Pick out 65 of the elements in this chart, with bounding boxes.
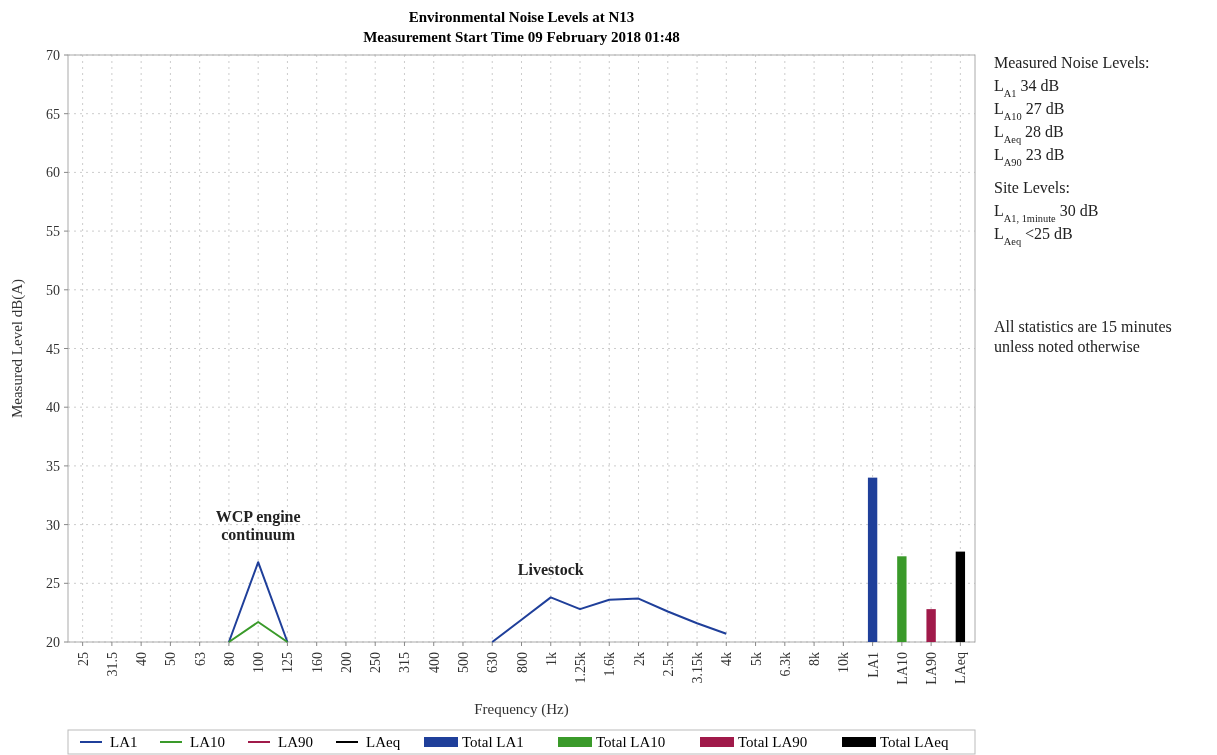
annotation: WCP engine continuum [215, 508, 301, 544]
x-tick-label: 250 [368, 652, 384, 673]
text: Site Levels: [994, 179, 1070, 196]
legend-label: Total LA90 [738, 734, 808, 750]
y-tick-label: 25 [46, 576, 60, 592]
x-tick-label: 1.6k [602, 652, 618, 677]
text: L$_{A1, 1minute}$ 30 dB [994, 202, 1099, 224]
x-tick-label: 25 [75, 652, 91, 666]
legend-label: LA90 [278, 734, 313, 750]
x-tick-label: 40 [134, 652, 150, 666]
y-tick-label: 30 [46, 517, 60, 533]
x-tick-label: LA90 [924, 652, 940, 685]
y-axis-title: Measured Level dB(A) [9, 278, 26, 419]
x-tick-label: 3.15k [690, 652, 706, 684]
annotation: Livestock [517, 561, 584, 579]
x-tick-label: 630 [485, 652, 501, 673]
text: Measured Noise Levels: [994, 54, 1150, 71]
x-tick-label: 160 [309, 652, 325, 673]
chart-title: Environmental Noise Levels at N13 [408, 9, 635, 25]
x-tick-label: 31.5 [104, 652, 120, 677]
x-tick-label: 2.5k [660, 652, 676, 677]
x-tick-label: 8k [807, 652, 823, 666]
x-tick-label: 10k [836, 652, 852, 673]
text: L$_{Aeq}$ <25 dB [994, 225, 1073, 247]
legend-label: Total LA1 [462, 734, 524, 750]
x-tick-label: 100 [251, 652, 267, 673]
x-axis-title: Frequency (Hz) [474, 701, 569, 718]
text: L$_{A90}$ 23 dB [994, 146, 1065, 168]
x-tick-label: 5k [748, 652, 764, 666]
text: L$_{A1}$ 34 dB [994, 77, 1060, 99]
y-tick-label: 50 [46, 282, 60, 298]
legend-label: LA10 [190, 734, 225, 750]
x-tick-label: 4k [719, 652, 735, 666]
x-tick-label: 6.3k [777, 652, 793, 677]
x-tick-label: 50 [163, 652, 179, 666]
x-tick-label: LA10 [894, 652, 910, 685]
x-tick-label: 315 [397, 652, 413, 673]
legend-label: Total LA10 [596, 734, 666, 750]
y-tick-label: 45 [46, 341, 60, 357]
x-tick-label: 1k [543, 652, 559, 666]
chart-subtitle: Measurement Start Time 09 February 2018 01:48 [363, 29, 680, 45]
y-tick-label: 65 [46, 106, 60, 122]
x-tick-label: 800 [514, 652, 530, 673]
y-tick-label: 60 [46, 165, 60, 181]
text: All statistics are 15 minutes unless noted otherwise [994, 318, 1172, 355]
x-tick-label: 400 [426, 652, 442, 673]
x-tick-label: 1.25k [573, 652, 589, 684]
y-tick-label: 55 [46, 224, 60, 240]
x-tick-label: 63 [192, 652, 208, 666]
legend-label: LAeq [366, 734, 401, 750]
x-tick-label: 500 [455, 652, 471, 673]
text: L$_{Aeq}$ 28 dB [994, 123, 1064, 145]
x-tick-label: LAeq [953, 652, 969, 684]
y-tick-label: 20 [46, 635, 60, 650]
legend-label: LA1 [110, 734, 138, 750]
x-tick-label: 125 [280, 652, 296, 673]
x-tick-label: 80 [221, 652, 237, 666]
x-tick-label: 2k [631, 652, 647, 666]
text: L$_{A10}$ 27 dB [994, 100, 1065, 122]
y-tick-label: 70 [46, 48, 60, 63]
x-tick-label: LA1 [865, 652, 881, 678]
legend-label: Total LAeq [880, 734, 950, 750]
x-tick-label: 200 [338, 652, 354, 673]
y-tick-label: 40 [46, 400, 60, 416]
y-tick-label: 35 [46, 458, 60, 474]
